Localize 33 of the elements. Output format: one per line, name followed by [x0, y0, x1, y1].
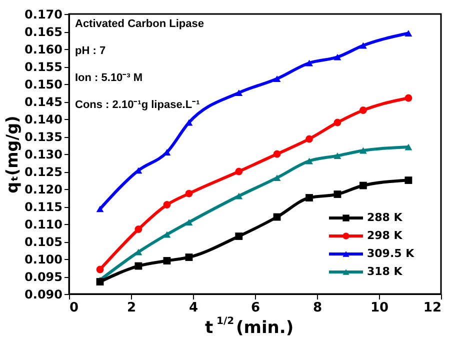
x-tick-label: 6: [250, 300, 260, 316]
annotation: Ion : 5.10⁻³ M: [75, 72, 143, 84]
y-tick-label: 0.125: [24, 165, 62, 179]
y-tick-label: 0.170: [24, 8, 62, 22]
y-tick-label: 0.135: [24, 130, 62, 144]
y-tick-label: 0.145: [24, 95, 62, 109]
y-axis-title: qₜ(mg/g): [2, 116, 22, 194]
y-tick-label: 0.100: [24, 252, 62, 266]
x-tick-label: 10: [370, 300, 389, 316]
x-tick-label: 0: [70, 300, 79, 316]
x-tick-label: 8: [312, 300, 322, 316]
y-tick-label: 0.150: [24, 78, 62, 92]
y-tick-label: 0.120: [24, 182, 62, 196]
y-tick-label: 0.130: [24, 148, 62, 162]
x-tick-label: 12: [423, 300, 442, 316]
y-tick-label: 0.115: [24, 200, 62, 214]
y-tick-label: 0.140: [24, 112, 62, 126]
legend-label: 309.5 K: [367, 247, 415, 260]
y-tick-label: 0.105: [24, 235, 62, 249]
annotation: Cons : 2.10⁻¹g lipase.L⁻¹: [75, 99, 200, 111]
y-tick-label: 0.090: [24, 288, 62, 302]
y-tick-label: 0.095: [24, 270, 62, 284]
y-tick-label: 0.160: [24, 42, 62, 56]
x-tick-label: 2: [126, 300, 136, 316]
legend-label: 298 K: [367, 229, 403, 242]
x-tick-label: 4: [188, 300, 198, 316]
annotation: Activated Carbon Lipase: [75, 18, 204, 30]
y-tick-label: 0.110: [24, 218, 62, 232]
annotation: pH : 7: [75, 45, 106, 57]
y-tick-label: 0.155: [24, 60, 62, 74]
legend-label: 288 K: [367, 211, 403, 224]
y-tick-label: 0.165: [24, 25, 62, 39]
legend-label: 318 K: [367, 265, 403, 278]
